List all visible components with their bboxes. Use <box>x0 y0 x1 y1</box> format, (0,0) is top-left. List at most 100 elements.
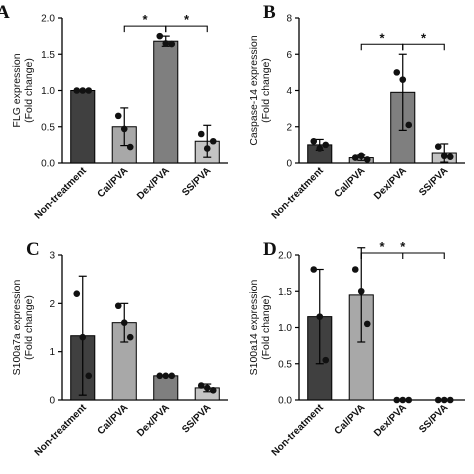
significance-label: * <box>379 30 385 45</box>
data-point <box>209 137 217 145</box>
data-point <box>203 145 211 152</box>
data-point <box>393 69 401 76</box>
data-point <box>351 266 359 273</box>
y-axis-label: FLG expression <box>11 53 23 127</box>
significance-bracket <box>360 252 445 259</box>
data-point <box>363 156 371 163</box>
bar <box>70 90 96 164</box>
data-point <box>168 40 176 48</box>
y-tick-label: 1 <box>49 347 55 358</box>
panel: 0 1 2 3 S100a7a expression (Fold change) C Non-… <box>11 239 228 458</box>
data-point <box>120 319 128 326</box>
panel: 0.0 0.5 1.0 1.5 2.0 FLG expression (Fold chang… <box>0 2 228 221</box>
x-tick-label: Dex/PVA <box>135 402 172 439</box>
data-point <box>114 302 122 310</box>
significance-bracket <box>165 25 208 33</box>
x-tick-label: Dex/PVA <box>135 165 172 202</box>
y-tick-label: 4 <box>286 86 292 97</box>
y-tick-label: 2.0 <box>41 14 55 25</box>
data-point <box>405 396 413 404</box>
significance-label: * <box>142 12 148 27</box>
y-tick-label: 0.0 <box>278 396 292 407</box>
data-point <box>79 333 87 341</box>
data-point <box>322 356 330 364</box>
data-point <box>114 112 122 120</box>
data-point <box>85 372 93 380</box>
x-tick-label: Cal/PVA <box>96 165 131 200</box>
data-point <box>351 154 359 161</box>
y-tick-label: 6 <box>286 50 292 61</box>
panel: 0.0 0.5 1.0 1.5 2.0 S100a14 expression (Fold c… <box>248 239 465 458</box>
x-tick-label: Non-treatment <box>270 402 327 459</box>
y-axis-label: S100a14 expression <box>248 279 260 375</box>
significance-label: * <box>379 239 385 254</box>
bar <box>153 40 179 164</box>
data-point <box>399 76 407 83</box>
data-point <box>405 121 413 129</box>
significance-bracket <box>402 43 445 51</box>
panel-letter: C <box>26 239 40 260</box>
data-point <box>162 372 170 380</box>
panel-letter: B <box>263 2 276 23</box>
y-tick-label: 0.5 <box>278 359 292 370</box>
significance-label: * <box>400 239 406 254</box>
x-tick-label: SS/PVA <box>417 402 450 435</box>
data-point <box>393 396 401 404</box>
data-point <box>126 143 134 151</box>
data-point <box>197 130 205 138</box>
data-point <box>357 152 365 160</box>
data-point <box>120 125 128 133</box>
data-point <box>168 372 176 380</box>
data-point <box>363 320 371 328</box>
y-axis-label: S100a7a expression <box>11 279 23 375</box>
y-tick-label: 3 <box>49 251 55 262</box>
y-tick-label: 1.0 <box>278 323 292 334</box>
data-point <box>446 153 454 160</box>
error-bar <box>398 53 407 131</box>
y-axis-label: (Fold change) <box>23 58 35 123</box>
y-tick-label: 1.5 <box>41 50 55 61</box>
y-tick-label: 1.0 <box>41 86 55 97</box>
x-tick-label: Cal/PVA <box>333 165 368 200</box>
panel: 0 2 4 6 8 Caspase-14 expression (Fold change) B… <box>248 2 465 221</box>
x-tick-label: Non-treatment <box>33 402 90 459</box>
x-tick-label: Cal/PVA <box>333 402 368 437</box>
y-tick-label: 8 <box>286 14 292 25</box>
y-tick-label: 0.5 <box>41 122 55 133</box>
x-tick-label: SS/PVA <box>417 165 450 198</box>
data-point <box>440 152 448 160</box>
y-axis-label: (Fold change) <box>23 295 35 360</box>
x-tick-label: SS/PVA <box>180 165 213 198</box>
data-point <box>85 87 93 94</box>
panel-letter: D <box>263 239 277 260</box>
y-tick-label: 2.0 <box>278 251 292 262</box>
data-point <box>399 396 407 404</box>
error-bar <box>203 124 212 158</box>
data-point <box>357 287 365 295</box>
data-point <box>310 266 318 273</box>
x-tick-label: Non-treatment <box>270 165 327 222</box>
data-point <box>434 143 442 150</box>
bar <box>153 375 179 401</box>
x-tick-label: Dex/PVA <box>372 402 409 439</box>
y-tick-label: 1.5 <box>278 287 292 298</box>
data-point <box>73 290 81 297</box>
y-tick-label: 0 <box>49 396 55 407</box>
data-point <box>156 372 164 380</box>
data-point <box>73 87 81 94</box>
y-tick-label: 2 <box>286 122 292 133</box>
data-point <box>156 32 164 40</box>
data-point <box>310 137 318 145</box>
x-tick-label: Non-treatment <box>33 165 90 222</box>
data-point <box>126 333 134 341</box>
data-point <box>434 396 442 404</box>
error-bar <box>357 247 366 343</box>
x-tick-label: SS/PVA <box>180 402 213 435</box>
data-point <box>322 141 330 149</box>
y-axis-label: (Fold change) <box>260 295 272 360</box>
data-point <box>79 87 87 94</box>
data-point <box>209 387 217 394</box>
data-point <box>203 384 211 392</box>
y-axis-label: (Fold change) <box>260 58 272 123</box>
